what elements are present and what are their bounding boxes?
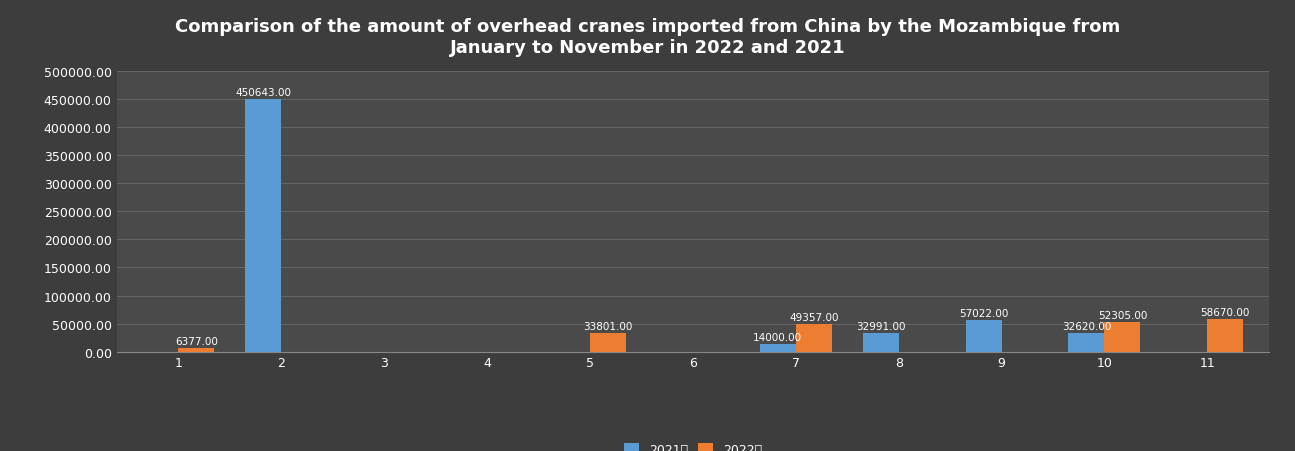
Text: 32991.00: 32991.00 xyxy=(856,322,905,331)
Text: 6377.00: 6377.00 xyxy=(175,336,218,346)
Text: 450643.00: 450643.00 xyxy=(236,88,291,98)
Bar xyxy=(966,320,1001,352)
Bar xyxy=(245,100,281,352)
Bar xyxy=(591,333,625,352)
Text: 14000.00: 14000.00 xyxy=(754,332,803,342)
Bar xyxy=(795,324,831,352)
Bar xyxy=(1207,319,1243,352)
Text: 52305.00: 52305.00 xyxy=(1098,311,1147,321)
Text: Comparison of the amount of overhead cranes imported from China by the Mozambiqu: Comparison of the amount of overhead cra… xyxy=(175,18,1120,57)
Bar xyxy=(760,344,795,352)
Text: 33801.00: 33801.00 xyxy=(583,321,633,331)
Text: 49357.00: 49357.00 xyxy=(789,312,838,322)
Text: 58670.00: 58670.00 xyxy=(1200,307,1250,317)
Legend: 2021年, 2022年: 2021年, 2022年 xyxy=(618,436,768,451)
Bar xyxy=(1105,322,1141,352)
Bar xyxy=(1068,334,1105,352)
Text: 57022.00: 57022.00 xyxy=(958,308,1009,318)
Text: 32620.00: 32620.00 xyxy=(1062,322,1111,331)
Bar xyxy=(862,333,899,352)
Bar xyxy=(179,348,214,352)
